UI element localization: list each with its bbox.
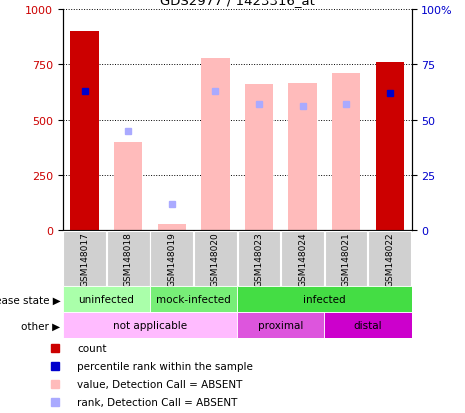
Bar	[63, 313, 237, 339]
FancyBboxPatch shape	[368, 231, 411, 286]
Text: value, Detection Call = ABSENT: value, Detection Call = ABSENT	[77, 379, 243, 389]
Text: not applicable: not applicable	[113, 320, 187, 331]
Title: GDS2977 / 1423316_at: GDS2977 / 1423316_at	[159, 0, 315, 7]
Bar	[63, 287, 150, 313]
Text: GSM148018: GSM148018	[124, 231, 133, 286]
Text: distal: distal	[353, 320, 382, 331]
Text: other ▶: other ▶	[21, 320, 60, 331]
Text: GSM148023: GSM148023	[254, 231, 264, 286]
Text: uninfected: uninfected	[79, 294, 134, 305]
Text: GSM148019: GSM148019	[167, 231, 176, 286]
Text: GSM148017: GSM148017	[80, 231, 89, 286]
FancyBboxPatch shape	[150, 231, 193, 286]
Bar	[376, 63, 404, 231]
Text: GSM148022: GSM148022	[385, 232, 394, 286]
Text: GSM148020: GSM148020	[211, 231, 220, 286]
Bar	[201, 59, 230, 231]
Text: GSM148021: GSM148021	[342, 231, 351, 286]
FancyBboxPatch shape	[194, 231, 237, 286]
Bar	[288, 84, 317, 231]
Text: mock-infected: mock-infected	[156, 294, 231, 305]
Bar	[324, 313, 412, 339]
Text: infected: infected	[303, 294, 345, 305]
Bar	[332, 74, 360, 231]
Text: rank, Detection Call = ABSENT: rank, Detection Call = ABSENT	[77, 397, 238, 407]
Bar	[245, 85, 273, 231]
FancyBboxPatch shape	[63, 231, 106, 286]
Bar	[150, 287, 237, 313]
FancyBboxPatch shape	[325, 231, 367, 286]
Text: count: count	[77, 343, 107, 353]
Text: GSM148024: GSM148024	[298, 232, 307, 286]
FancyBboxPatch shape	[281, 231, 324, 286]
Bar	[237, 287, 412, 313]
Text: percentile rank within the sample: percentile rank within the sample	[77, 361, 253, 371]
FancyBboxPatch shape	[238, 231, 280, 286]
Text: disease state ▶: disease state ▶	[0, 294, 60, 305]
Bar	[70, 32, 99, 231]
FancyBboxPatch shape	[107, 231, 150, 286]
Bar	[158, 224, 186, 231]
Bar	[114, 142, 142, 231]
Text: proximal: proximal	[258, 320, 304, 331]
Bar	[237, 313, 324, 339]
